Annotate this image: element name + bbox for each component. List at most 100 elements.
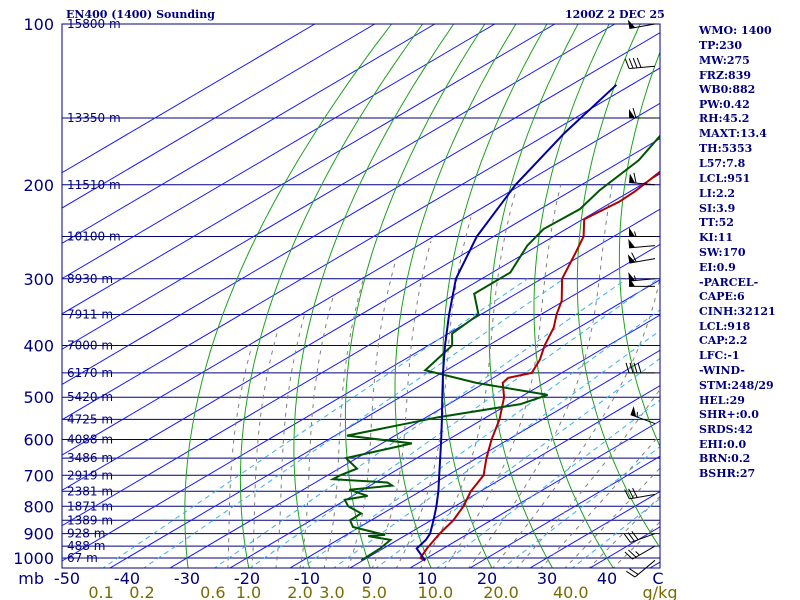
height-label: 5420 m — [67, 390, 113, 404]
pressure-unit-label: mb — [18, 569, 44, 588]
wind-barb-feather — [629, 568, 639, 575]
mixing-ratio-unit: g/kg — [643, 583, 678, 600]
wind-barb-feather — [637, 362, 642, 373]
index-wb0: WB0:882 — [699, 83, 756, 96]
index-shr: SHR+:0.0 — [699, 408, 759, 421]
sounding-time: 1200Z 2 DEC 25 — [565, 8, 665, 21]
pressure-tick-label: 100 — [23, 15, 54, 34]
pressure-tick-label: 1000 — [13, 549, 54, 568]
moist-adiabat-line — [612, 521, 660, 568]
dry-adiabat-line — [618, 50, 660, 448]
temperature-tick-label: 0 — [362, 569, 372, 588]
height-label: 2919 m — [67, 468, 113, 482]
height-label: 7911 m — [67, 308, 113, 322]
index-l57: L57:7.8 — [699, 157, 746, 170]
wind-barb-staff — [629, 245, 656, 249]
isotherm-line — [62, 24, 556, 315]
height-label: 1389 m — [67, 513, 113, 527]
height-label: 488 m — [67, 539, 105, 553]
dry-adiabat-line — [776, 24, 800, 569]
mixing-ratio-label: 1.0 — [236, 583, 261, 600]
index-parcel-hdr: -PARCEL- — [699, 276, 759, 289]
wind-barb — [629, 107, 655, 119]
moist-adiabat-line — [444, 184, 562, 568]
profile-lines — [329, 84, 660, 562]
index-lcl: LCL:951 — [699, 172, 751, 185]
pressure-tick-label: 200 — [23, 176, 54, 195]
moist-adiabat-line — [588, 495, 660, 568]
sounding-title: EN400 (1400) Sounding — [66, 8, 215, 21]
wind-barb-feather — [632, 487, 638, 498]
temperature-tick-label: 30 — [537, 569, 557, 588]
temperature-unit-label: C — [652, 569, 663, 588]
index-cinh: CINH:32121 — [699, 305, 776, 318]
wind-barb-pennant — [627, 254, 636, 264]
wind-barb-feather — [626, 570, 636, 578]
moist-adiabat-line — [395, 217, 472, 568]
pressure-tick-label: 400 — [23, 337, 54, 356]
wind-barb-feather — [624, 489, 630, 500]
dry-adiabat-line — [184, 24, 392, 568]
wind-barb-half-feather — [635, 551, 640, 556]
wind-barb-pennant — [627, 19, 636, 29]
dewpoint-line — [329, 134, 660, 562]
wind-barb-pennant — [629, 173, 636, 184]
wind-barb-feather — [632, 107, 637, 119]
height-labels: 15800 m 13350 m 11510 m 10100 m 8930 m 7911 m… — [67, 17, 121, 565]
isotherm-line — [109, 243, 660, 568]
index-brn: BRN:0.2 — [699, 452, 751, 465]
wind-barbs — [623, 19, 656, 578]
wind-barb — [626, 559, 656, 578]
index-wmo: WMO: 1400 — [699, 24, 772, 37]
wind-barb-feather — [628, 488, 634, 499]
isotherm-line — [529, 490, 660, 568]
temperature-tick-label: 40 — [597, 569, 617, 588]
index-maxt: MAXT:13.4 — [699, 127, 767, 140]
wind-barb-feather — [627, 532, 635, 542]
plot-frame — [61, 23, 661, 569]
isotherm-line — [62, 24, 616, 350]
height-label: 4088 m — [67, 433, 113, 447]
temperature-tick-label: -50 — [54, 569, 80, 588]
temperature-tick-label: 20 — [477, 569, 497, 588]
temperature-tick-label: -10 — [294, 569, 320, 588]
isotherm-line — [349, 385, 660, 568]
wind-barb-feather — [633, 362, 638, 373]
dry-adiabat-line — [442, 24, 548, 568]
mixing-ratio-line — [301, 309, 660, 568]
wind-barb — [625, 362, 655, 374]
wind-barb-feather — [628, 58, 634, 69]
height-label: 2381 m — [67, 484, 113, 498]
isotherm-line — [62, 24, 316, 174]
mixing-ratio-label: 20.0 — [483, 583, 519, 600]
isotherm-line — [62, 24, 376, 209]
height-label: 10100 m — [67, 229, 121, 243]
isotherm-line — [62, 208, 660, 562]
wind-barb — [627, 19, 656, 30]
pressure-tick-label: 600 — [23, 431, 54, 450]
wind-barb-feather — [636, 57, 642, 68]
wind-barb-feather — [631, 252, 637, 263]
wind-barb-staff — [634, 559, 656, 578]
mixing-ratio-line — [213, 278, 627, 568]
index-sw: SW:170 — [699, 246, 746, 259]
moist-adiabat-line — [227, 345, 253, 568]
index-ehi: EHI:0.0 — [699, 438, 747, 451]
wind-barb-feather — [623, 533, 631, 543]
wind-barb — [624, 545, 656, 560]
wind-barb-pennant — [629, 227, 635, 237]
isotherm-line — [409, 420, 660, 568]
height-label: 13350 m — [67, 111, 121, 125]
height-label: 3486 m — [67, 451, 113, 465]
mixing-ratio-label: 0.6 — [200, 583, 225, 600]
wind-barb-feather — [629, 362, 634, 373]
isotherm-line — [62, 138, 660, 491]
isotherm-line — [62, 102, 660, 456]
height-label: 67 m — [67, 551, 98, 565]
wind-barb-feather — [624, 58, 630, 69]
index-mw: MW:275 — [699, 54, 750, 67]
index-pw: PW:0.42 — [699, 98, 750, 111]
wind-barb — [629, 172, 656, 186]
temperature-tick-label: -30 — [174, 569, 200, 588]
